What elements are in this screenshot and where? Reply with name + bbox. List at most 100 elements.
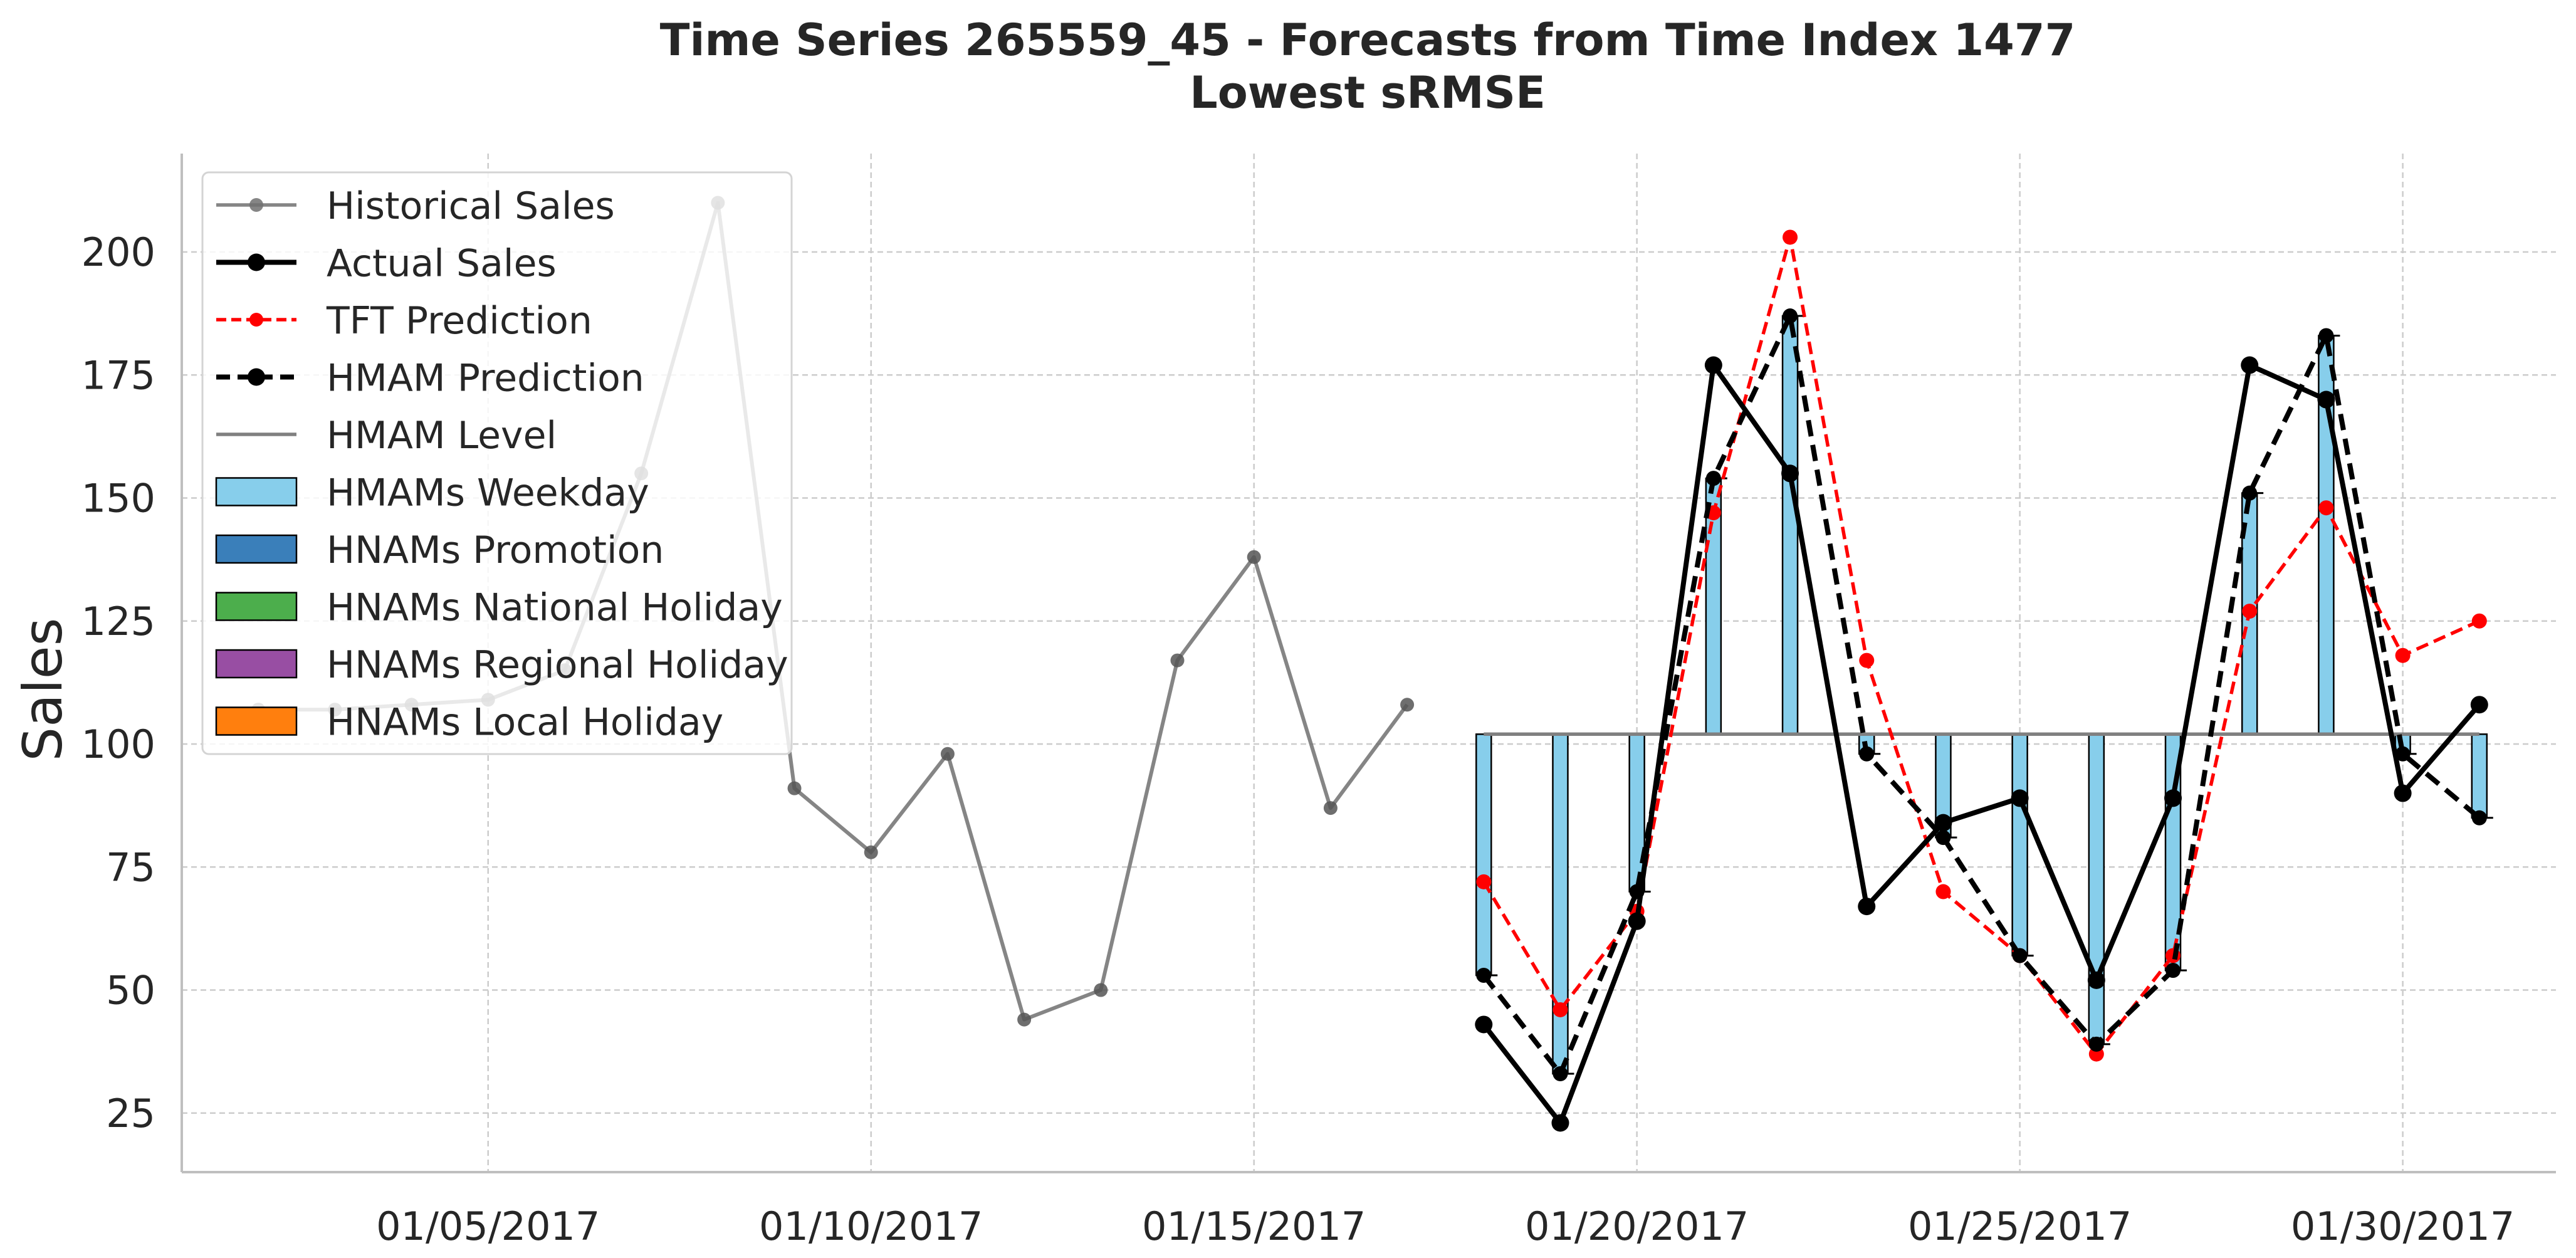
legend-entry: Historical Sales: [216, 184, 615, 228]
historical-sales-point: [787, 781, 802, 795]
y-tick-label: 150: [81, 476, 155, 522]
y-tick-label: 125: [81, 599, 155, 644]
weekday-bar: [1781, 315, 1799, 735]
legend-marker: [248, 368, 265, 386]
historical-sales-point: [940, 747, 955, 761]
legend-patch: [215, 592, 298, 621]
tft-prediction-point: [1859, 653, 1875, 668]
tft-prediction-point: [1476, 874, 1492, 889]
y-tick-label: 50: [106, 968, 155, 1014]
historical-sales-point: [864, 845, 878, 859]
axes: [181, 154, 2556, 1173]
x-tick-label: 01/10/2017: [759, 1203, 983, 1249]
actual-sales-point: [2011, 789, 2029, 807]
hmam-prediction-point: [2395, 746, 2411, 762]
legend-label: TFT Prediction: [326, 299, 592, 343]
historical-sales-point: [1170, 653, 1185, 668]
x-tick-label: 01/25/2017: [1908, 1203, 2132, 1249]
legend-entry: HNAMs National Holiday: [215, 586, 783, 630]
legend-box: [201, 171, 793, 755]
y-tick-label: 100: [81, 721, 155, 767]
legend: Historical Sales Actual Sales TFT Predicti…: [201, 171, 793, 755]
actual-sales-point: [2317, 391, 2335, 409]
weekday-bar: [2011, 733, 2028, 957]
weekday-bar: [2471, 733, 2488, 819]
historical-sales-point: [1323, 801, 1338, 815]
y-tick-label: 200: [81, 229, 155, 275]
actual-sales-point: [1934, 814, 1952, 832]
tft-prediction-point: [2242, 604, 2258, 619]
legend-marker: [249, 313, 263, 327]
legend-label: HMAM Prediction: [327, 357, 644, 401]
hmam-prediction-point: [1705, 471, 1721, 486]
actual-sales-point: [2164, 789, 2182, 807]
y-tick-label: 175: [81, 352, 155, 398]
actual-sales-point: [1475, 1015, 1493, 1034]
y-tick-label: 25: [106, 1091, 155, 1136]
legend-marker: [249, 198, 263, 212]
weekday-bar: [2088, 733, 2105, 1046]
tft-prediction-point: [2471, 613, 2487, 629]
legend-patch: [215, 649, 298, 679]
actual-sales-point: [1628, 912, 1646, 930]
actual-sales-point: [1781, 464, 1799, 483]
historical-sales-point: [1247, 550, 1261, 564]
x-tick-label: 01/20/2017: [1525, 1203, 1749, 1249]
actual-sales-point: [1704, 356, 1722, 374]
x-tick-label: 01/30/2017: [2291, 1203, 2515, 1249]
legend-patch: [215, 534, 298, 564]
y-tick-label: 75: [106, 844, 155, 890]
weekday-bar: [1475, 733, 1492, 977]
legend-patch: [215, 477, 298, 506]
hmam-prediction-point: [2088, 1036, 2104, 1052]
legend-entry: TFT Prediction: [216, 299, 592, 343]
legend-patch: [215, 706, 298, 736]
legend-label: Actual Sales: [327, 242, 557, 286]
legend-label: HNAMs Regional Holiday: [327, 643, 788, 687]
hmam-prediction-point: [1859, 746, 1875, 762]
legend-entry: HNAMs Local Holiday: [215, 701, 723, 745]
series-lines: [251, 196, 2488, 1132]
chart-subtitle: Lowest sRMSE: [1190, 67, 1546, 118]
x-tick-label: 01/15/2017: [1142, 1203, 1366, 1249]
legend-label: HMAM Level: [327, 414, 557, 458]
actual-sales-point: [2241, 356, 2259, 374]
y-axis-label: Sales: [12, 618, 75, 762]
hmam-prediction-point: [1935, 830, 1951, 846]
legend-entry: HMAM Prediction: [216, 357, 644, 401]
legend-label: HNAMs National Holiday: [327, 586, 783, 630]
legend-entry: HMAMs Weekday: [215, 471, 649, 515]
legend-marker: [248, 253, 265, 271]
weekday-bar: [1552, 733, 1569, 1075]
actual-sales-point: [2087, 971, 2105, 989]
hmam-prediction-point: [1476, 967, 1492, 983]
tft-prediction-point: [2318, 500, 2334, 516]
x-tick-label: 01/05/2017: [376, 1203, 600, 1249]
hmam-prediction-point: [1783, 308, 1798, 324]
hmam-prediction-point: [2012, 948, 2028, 963]
hmam-prediction-point: [1552, 1066, 1568, 1081]
tft-prediction-point: [1552, 1002, 1568, 1017]
tick-labels: 25 50 75 100 125 150 175 200 01/05/2017 01/10/201…: [81, 229, 2515, 1249]
historical-sales-point: [1094, 983, 1108, 997]
hmam-prediction-point: [2471, 810, 2487, 826]
legend-entry: HNAMs Regional Holiday: [215, 643, 788, 687]
weekday-bar: [1628, 733, 1645, 893]
legend-label: Historical Sales: [327, 184, 615, 228]
chart-title: Time Series 265559_45 - Forecasts from T…: [660, 14, 2076, 66]
actual-sales-point: [1858, 898, 1876, 916]
hmam-prediction-point: [2318, 328, 2334, 343]
hmam-prediction-point: [2165, 963, 2181, 978]
tft-prediction-point: [2395, 647, 2411, 663]
legend-entry: HMAM Level: [216, 414, 557, 458]
historical-sales-point: [1400, 698, 1415, 712]
historical-sales-point: [1017, 1012, 1032, 1027]
legend-label: HNAMs Promotion: [327, 528, 664, 572]
legend-entry: HNAMs Promotion: [215, 528, 664, 572]
hmam-prediction-point: [2242, 485, 2258, 501]
legend-label: HMAMs Weekday: [327, 471, 649, 515]
actual-sales-line: [1482, 362, 2481, 1126]
legend-entry: Actual Sales: [216, 242, 557, 286]
